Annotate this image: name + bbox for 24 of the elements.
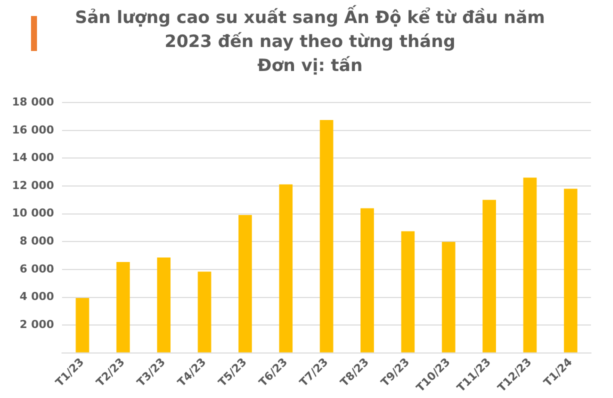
bar (116, 262, 130, 352)
y-tick-label: 4 000 (20, 290, 54, 304)
bar (482, 200, 496, 352)
y-tick-label: 18 000 (12, 95, 54, 108)
bar (238, 214, 252, 352)
bar (401, 231, 415, 352)
bar (279, 184, 293, 352)
y-tick-label: 14 000 (12, 151, 54, 164)
chart-title: Sản lượng cao su xuất sang Ấn Độ kể từ đầu năm 2023 đến nay theo từng tháng (74, 6, 546, 54)
y-tick-label: 8 000 (20, 234, 54, 248)
bar (76, 298, 90, 352)
y-tick-label: 16 000 (12, 123, 54, 136)
y-tick-label: 6 000 (20, 262, 54, 276)
bar (523, 178, 537, 352)
y-tick-label: 10 000 (12, 206, 54, 220)
bar (198, 272, 212, 352)
bar (442, 242, 456, 352)
chart-subtitle: Đơn vị: tấn (256, 55, 364, 78)
bar (157, 257, 171, 352)
y-tick-label: 2 000 (20, 318, 54, 331)
bar (564, 188, 578, 352)
bar (320, 120, 334, 352)
y-tick-label: 12 000 (12, 178, 54, 192)
bar (360, 208, 374, 352)
